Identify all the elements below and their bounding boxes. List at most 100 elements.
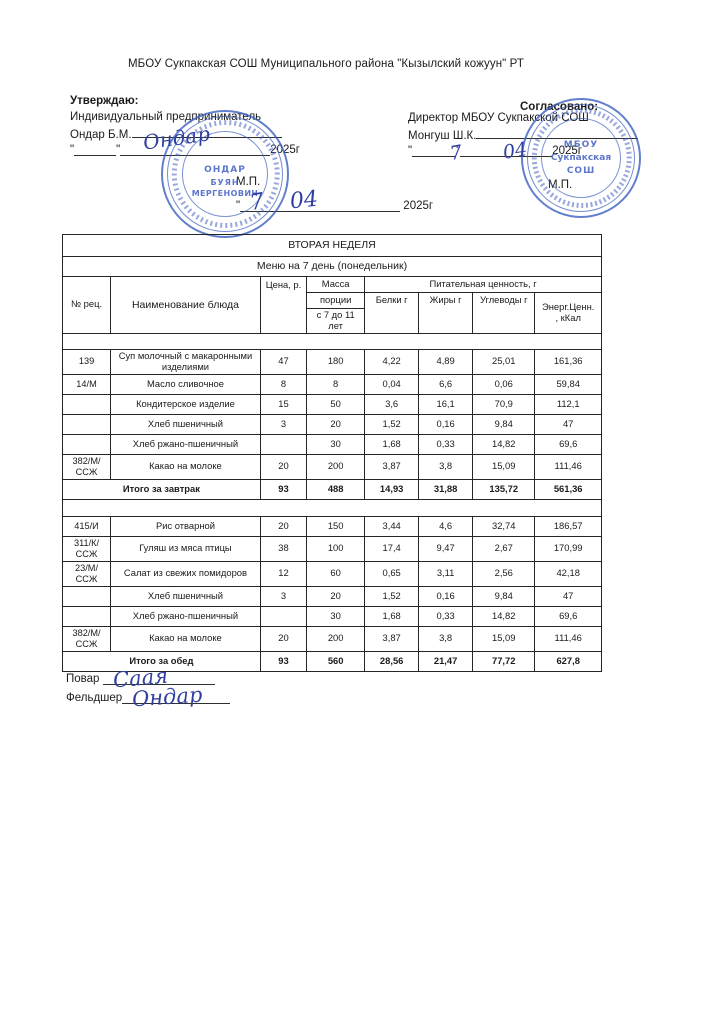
cell-protein: 1,68 bbox=[364, 605, 420, 627]
header-fat: Жиры г bbox=[418, 292, 474, 334]
table-row-menu-title: Меню на 7 день (понедельник) bbox=[62, 256, 602, 277]
approve-block: Утверждаю: Индивидуальный предпринимател… bbox=[70, 95, 400, 188]
cell-fat: 0,33 bbox=[418, 605, 474, 627]
cell-dish-name: Какао на молоке bbox=[110, 453, 261, 480]
cell-carbs: 9,84 bbox=[472, 413, 536, 435]
cell-energy: 111,46 bbox=[534, 453, 602, 480]
cell-carbs: 2,56 bbox=[472, 560, 536, 587]
header-protein: Белки г bbox=[364, 292, 420, 334]
cell-recipe-no bbox=[61, 433, 112, 455]
cell-mass: 20 bbox=[306, 585, 366, 607]
cell-price bbox=[259, 433, 308, 455]
cell-price: 8 bbox=[259, 373, 308, 395]
table-row: Кондитерское изделие 15 50 3,6 16,1 70,9… bbox=[61, 393, 602, 415]
cell-energy: 47 bbox=[534, 585, 602, 607]
cell-dish-name: Салат из свежих помидоров bbox=[110, 560, 261, 587]
cell-dish-name: Какао на молоке bbox=[110, 625, 261, 652]
table-row-lunch-total: Итого за обед 93 560 28,56 21,47 77,72 6… bbox=[62, 650, 602, 672]
header-energy-line2: , кКал bbox=[555, 311, 581, 323]
table-row: Хлеб пшеничный 3 20 1,52 0,16 9,84 47 bbox=[61, 413, 602, 435]
paramedic-label: Фельдшер bbox=[66, 692, 123, 704]
cell-protein: 17,4 bbox=[364, 535, 420, 562]
agree-quote-open: " bbox=[408, 145, 413, 157]
cell-dish-name: Хлеб ржано-пшеничный bbox=[110, 433, 261, 455]
cell-mass: 30 bbox=[306, 605, 366, 627]
cell-energy: 42,18 bbox=[534, 560, 602, 587]
cell-recipe-no bbox=[61, 585, 112, 607]
header-dish-name: Наименование блюда bbox=[110, 276, 261, 334]
cell-dish-name: Суп молочный с макаронными изделиями bbox=[110, 348, 261, 375]
cell-carbs: 9,84 bbox=[472, 585, 536, 607]
cell-price: 3 bbox=[259, 413, 308, 435]
cell-carbs: 15,09 bbox=[472, 625, 536, 652]
cell-price bbox=[259, 605, 308, 627]
cell-energy: 161,36 bbox=[534, 348, 602, 375]
cell-carbs: 32,74 bbox=[472, 515, 536, 537]
week-title: ВТОРАЯ НЕДЕЛЯ bbox=[62, 234, 602, 257]
cell-price: 12 bbox=[259, 560, 308, 587]
agree-role: Директор МБОУ Сукпакской СОШ bbox=[408, 112, 589, 124]
cell-carbs: 70,9 bbox=[472, 393, 536, 415]
cell-price: 20 bbox=[259, 515, 308, 537]
header-energy-line1: Энерг.Ценн. bbox=[542, 301, 595, 312]
cell-price: 15 bbox=[259, 393, 308, 415]
header-carbs: Углеводы г bbox=[472, 292, 536, 334]
table-row-section-gap bbox=[62, 498, 602, 517]
approve-date-row: " " 2025г bbox=[70, 144, 400, 156]
cell-fat: 9,47 bbox=[418, 535, 474, 562]
table-row: 382/М/ ССЖ Какао на молоке 20 200 3,87 3… bbox=[61, 453, 602, 480]
lunch-total-fat: 21,47 bbox=[418, 650, 474, 672]
cell-fat: 0,33 bbox=[418, 433, 474, 455]
cell-recipe-no bbox=[61, 605, 112, 627]
menu-day-title: Меню на 7 день (понедельник) bbox=[62, 256, 602, 277]
table-row: Хлеб ржано-пшеничный 30 1,68 0,33 14,82 … bbox=[61, 433, 602, 455]
cell-mass: 50 bbox=[306, 393, 366, 415]
cell-price: 38 bbox=[259, 535, 308, 562]
table-row: Хлеб пшеничный 3 20 1,52 0,16 9,84 47 bbox=[61, 585, 602, 607]
cell-price: 47 bbox=[259, 348, 308, 375]
approve-heading: Утверждаю: bbox=[70, 95, 139, 107]
table-header-row-2: порции Белки г Жиры г Углеводы г Энерг.Ц… bbox=[63, 292, 602, 334]
cell-dish-name: Хлеб пшеничный bbox=[110, 585, 261, 607]
cell-fat: 3,8 bbox=[418, 453, 474, 480]
quote-close: " bbox=[116, 144, 121, 156]
table-row-breakfast-total: Итого за завтрак 93 488 14,93 31,88 135,… bbox=[62, 478, 602, 500]
agree-person-row: Монгуш Ш.К. bbox=[408, 127, 688, 142]
header-portion-mass-2: порции bbox=[306, 292, 366, 309]
agree-quote-close: " bbox=[456, 145, 461, 157]
cell-recipe-no bbox=[61, 413, 112, 435]
table-row: 415/И Рис отварной 20 150 3,44 4,6 32,74… bbox=[61, 515, 602, 537]
cell-protein: 3,87 bbox=[364, 625, 420, 652]
header-portion-age: с 7 до 11 лет bbox=[306, 308, 366, 334]
cell-dish-name: Гуляш из мяса птицы bbox=[110, 535, 261, 562]
lunch-total-mass: 560 bbox=[306, 650, 366, 672]
cell-protein: 1,52 bbox=[364, 585, 420, 607]
agree-mp: М.П. bbox=[548, 179, 573, 191]
cell-mass: 200 bbox=[306, 625, 366, 652]
cell-dish-name: Кондитерское изделие bbox=[110, 393, 261, 415]
cell-mass: 180 bbox=[306, 348, 366, 375]
cell-energy: 47 bbox=[534, 413, 602, 435]
cell-mass: 20 bbox=[306, 413, 366, 435]
breakfast-total-carbs: 135,72 bbox=[472, 478, 536, 500]
cell-energy: 186,57 bbox=[534, 515, 602, 537]
breakfast-total-mass: 488 bbox=[306, 478, 366, 500]
cell-protein: 3,44 bbox=[364, 515, 420, 537]
bottom-year: 2025г bbox=[403, 200, 434, 212]
cell-energy: 111,46 bbox=[534, 625, 602, 652]
lunch-total-carbs: 77,72 bbox=[472, 650, 536, 672]
lunch-total-label: Итого за обед bbox=[62, 650, 261, 672]
table-row-week-title: ВТОРАЯ НЕДЕЛЯ bbox=[62, 234, 602, 257]
cell-mass: 100 bbox=[306, 535, 366, 562]
page-title: МБОУ Сукпакская СОШ Муниципального район… bbox=[128, 58, 525, 70]
cell-dish-name: Рис отварной bbox=[110, 515, 261, 537]
approve-person-row: Ондар Б.М. bbox=[70, 126, 400, 141]
cook-label: Повар bbox=[66, 673, 100, 685]
approve-role: Индивидуальный предприниматель bbox=[70, 111, 262, 123]
cell-fat: 0,16 bbox=[418, 413, 474, 435]
cell-price: 20 bbox=[259, 625, 308, 652]
cook-row: Повар bbox=[66, 672, 230, 685]
cell-fat: 4,6 bbox=[418, 515, 474, 537]
cell-recipe-no: 311/К/ ССЖ bbox=[61, 535, 112, 562]
